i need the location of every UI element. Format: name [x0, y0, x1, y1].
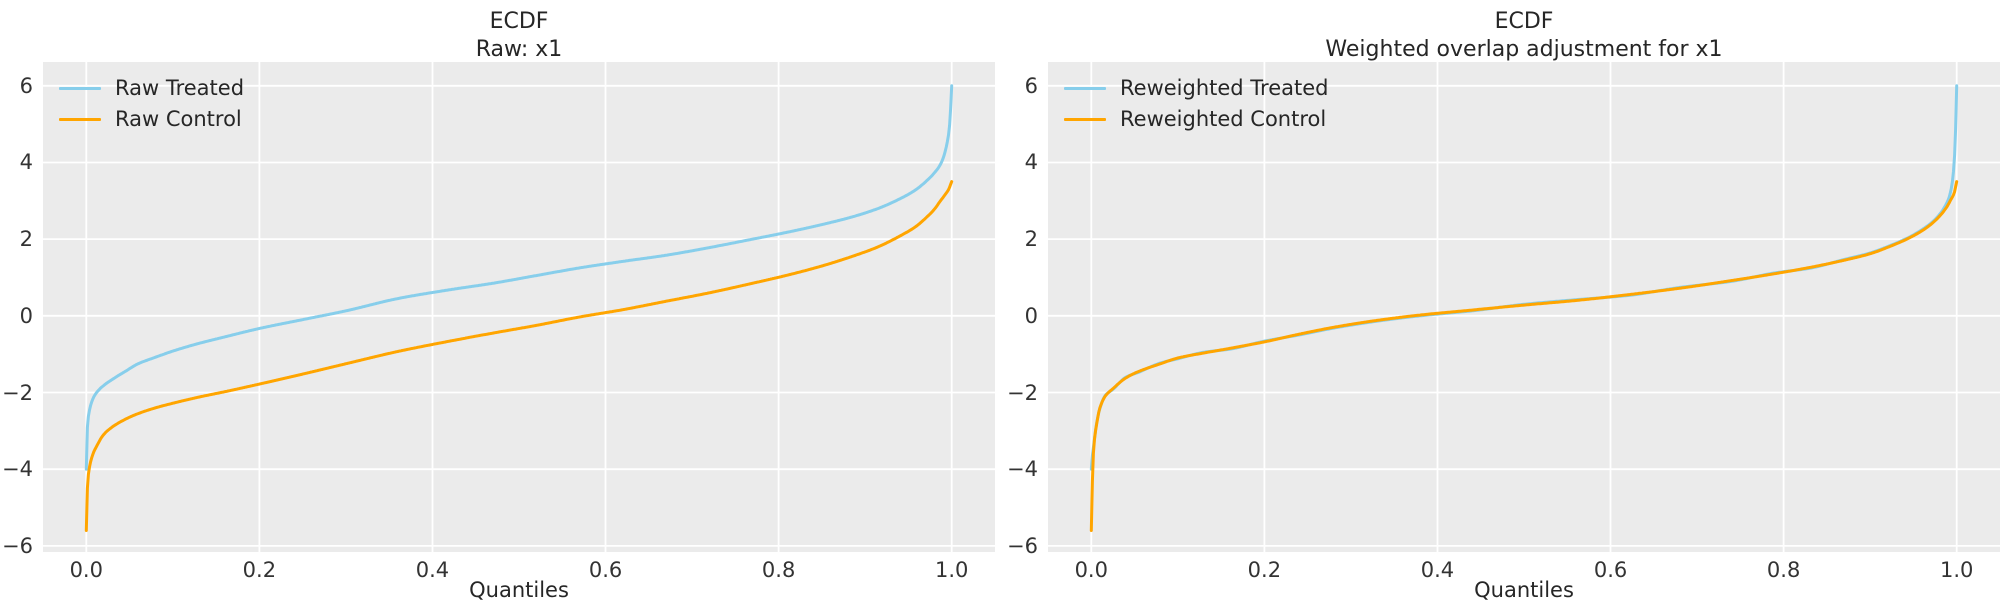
legend-item: Raw Treated	[59, 75, 244, 101]
legend-label: Reweighted Control	[1120, 107, 1327, 131]
x-tick-label: 0.2	[242, 558, 277, 582]
x-tick-label: 0.0	[69, 558, 103, 582]
plot-area	[43, 62, 995, 552]
reweighted-control-line	[1089, 180, 1959, 532]
y-tick-label: −4	[1007, 457, 1038, 482]
x-tick-label: 0.0	[1074, 558, 1108, 582]
plot-area	[1048, 62, 2000, 552]
x-tick-label: 1.0	[1940, 558, 1974, 582]
y-tick-label: 4	[19, 150, 33, 175]
x-tick-label: 1.0	[935, 558, 969, 582]
legend-item: Raw Control	[59, 106, 244, 132]
y-tick-label: −6	[1007, 533, 1038, 558]
y-tick-label: 2	[1024, 227, 1038, 252]
y-tick-label: 6	[1024, 73, 1038, 98]
plot-title-weighted: ECDF Weighted overlap adjustment for x1	[1048, 8, 2000, 64]
legend-label: Raw Control	[115, 107, 242, 131]
y-tick-label: 4	[1024, 150, 1038, 175]
y-tick-label: −6	[2, 533, 33, 558]
plot-title-line2: Raw: x1	[475, 37, 563, 62]
axes-background	[43, 62, 995, 552]
legend-item: Reweighted Control	[1064, 106, 1328, 132]
axes-background	[1048, 62, 2000, 552]
legend-line-sample	[59, 117, 101, 121]
raw-treated-line	[84, 84, 954, 471]
plot-title-line1: ECDF	[489, 9, 549, 34]
legend-item: Reweighted Treated	[1064, 75, 1328, 101]
x-tick-label: 0.6	[1593, 558, 1628, 582]
y-tick-label: 2	[19, 227, 33, 252]
x-tick-label: 0.4	[415, 558, 450, 582]
legend-label: Reweighted Treated	[1120, 76, 1329, 100]
y-tick-label: −2	[2, 380, 33, 405]
plot-title-line1: ECDF	[1494, 9, 1554, 34]
y-tick-label: 0	[1024, 303, 1038, 328]
legend: Raw Treated Raw Control	[59, 75, 244, 132]
plot-title-line2: Weighted overlap adjustment for x1	[1325, 37, 1723, 62]
y-tick-label: −2	[1007, 380, 1038, 405]
raw-control-line	[84, 180, 954, 532]
x-tick-label: 0.6	[588, 558, 623, 582]
x-tick-label: 0.2	[1247, 558, 1282, 582]
legend-label: Raw Treated	[115, 76, 245, 100]
legend-line-sample	[1064, 117, 1106, 121]
legend-line-sample	[59, 86, 101, 90]
x-tick-label: 0.8	[1766, 558, 1801, 582]
reweighted-treated-line	[1089, 84, 1959, 471]
y-tick-label: −4	[2, 457, 33, 482]
x-tick-label: 0.4	[1420, 558, 1455, 582]
x-axis-label: Quantiles	[469, 578, 569, 602]
legend-line-sample	[1064, 86, 1106, 90]
y-tick-label: 6	[19, 73, 33, 98]
legend: Reweighted Treated Reweighted Control	[1064, 75, 1328, 132]
x-tick-label: 0.8	[761, 558, 796, 582]
plot-title-raw: ECDF Raw: x1	[43, 8, 995, 64]
y-tick-label: 0	[19, 303, 33, 328]
x-axis-label: Quantiles	[1474, 578, 1574, 602]
